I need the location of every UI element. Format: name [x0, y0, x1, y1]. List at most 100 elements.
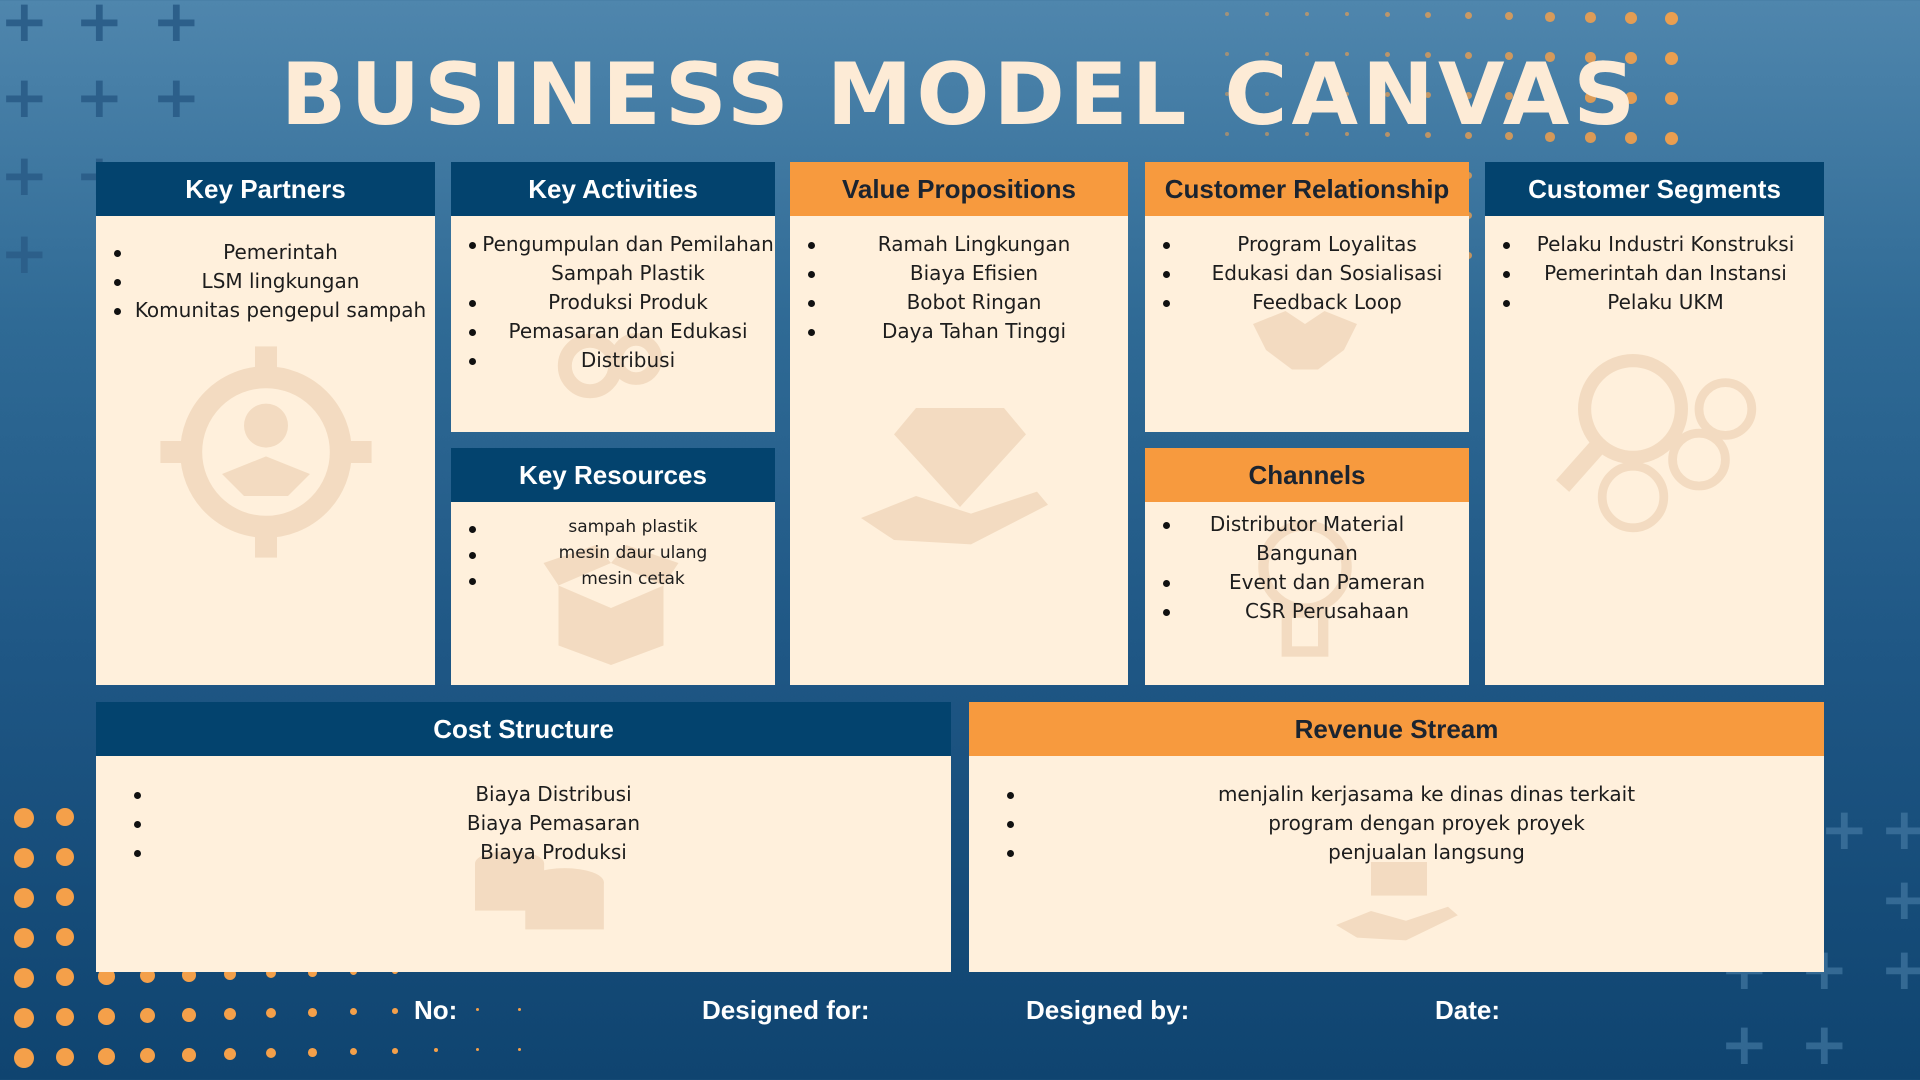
decor-dot: [14, 808, 34, 828]
handshake-gear-icon: [160, 346, 372, 558]
footer-no-label: No:: [414, 995, 458, 1025]
decor-dot: [1345, 52, 1349, 56]
decor-dot: [1465, 52, 1473, 60]
channels-list: Distributor Material Bangunan Event dan …: [1145, 510, 1469, 626]
decor-dot: [14, 1048, 34, 1068]
decor-dot: [266, 968, 277, 979]
decor-dot: [1305, 52, 1309, 56]
customer-relationship-panel: Customer Relationship Program Loyalitas …: [1145, 162, 1469, 432]
decor-dot: [1425, 132, 1432, 139]
decor-dot: [266, 1008, 277, 1019]
decor-dot: [56, 848, 75, 867]
list-item: Pelaku UKM: [1485, 288, 1824, 317]
decor-dot: [1345, 92, 1349, 96]
list-item: program dengan proyek proyek: [969, 809, 1824, 838]
list-item: Biaya Produksi: [96, 838, 951, 867]
money-hand-icon: [1336, 862, 1458, 941]
list-item: LSM lingkungan: [96, 267, 435, 296]
key-resources-list: sampah plastik mesin daur ulang mesin ce…: [451, 514, 775, 592]
list-item: Edukasi dan Sosialisasi: [1145, 259, 1469, 288]
decor-dot: [1225, 12, 1229, 16]
decor-dot: [14, 928, 34, 948]
decor-dot: [1385, 92, 1391, 98]
key-activities-heading: Key Activities: [451, 162, 775, 216]
decor-dot: [1665, 92, 1678, 105]
list-item: Pengumpulan dan Pemilahan Sampah Plastik: [451, 230, 775, 288]
list-item: Pemerintah: [96, 238, 435, 267]
footer-date-label: Date:: [1435, 995, 1501, 1025]
decor-dot: [56, 1048, 75, 1067]
decor-dot: [1545, 12, 1555, 22]
decor-dot: [1465, 132, 1473, 140]
decor-dot: [1305, 92, 1309, 96]
cost-structure-list: Biaya Distribusi Biaya Pemasaran Biaya P…: [96, 780, 951, 867]
decor-dot: [1225, 52, 1229, 56]
decor-dot: [1585, 92, 1596, 103]
decor-dot: [1345, 132, 1349, 136]
key-activities-panel: Key Activities Pengumpulan dan Pemilahan…: [451, 162, 775, 432]
decor-dot: [1585, 12, 1596, 23]
decor-dot: [392, 1008, 398, 1014]
footer-designed-by-label: Designed by:: [1026, 995, 1190, 1025]
list-item: mesin cetak: [451, 566, 775, 592]
list-item: menjalin kerjasama ke dinas dinas terkai…: [969, 780, 1824, 809]
decor-dot: [224, 1048, 236, 1060]
revenue-stream-heading: Revenue Stream: [969, 702, 1824, 756]
list-item: Distributor Material Bangunan: [1145, 510, 1469, 568]
key-partners-list: Pemerintah LSM lingkungan Komunitas peng…: [96, 238, 435, 325]
decor-dot: [98, 1048, 115, 1065]
decor-dot: [266, 1048, 277, 1059]
people-search-icon: [1556, 354, 1757, 533]
value-propositions-list: Ramah Lingkungan Biaya Efisien Bobot Rin…: [790, 230, 1128, 346]
customer-segments-panel: Customer Segments Pelaku Industri Konstr…: [1485, 162, 1824, 685]
channels-heading: Channels: [1145, 448, 1469, 502]
decor-dot: [434, 1048, 438, 1052]
decor-dot: [1425, 12, 1432, 19]
list-item: Biaya Distribusi: [96, 780, 951, 809]
decor-dot: [1465, 12, 1473, 20]
decor-dot: [1585, 52, 1596, 63]
decor-dot: [98, 968, 115, 985]
key-activities-list: Pengumpulan dan Pemilahan Sampah Plastik…: [451, 230, 775, 375]
list-item: Program Loyalitas: [1145, 230, 1469, 259]
decor-dot: [1625, 132, 1637, 144]
decor-dot: [350, 1008, 358, 1016]
decor-dot: [1625, 12, 1637, 24]
customer-segments-list: Pelaku Industri Konstruksi Pemerintah da…: [1485, 230, 1824, 317]
decor-dot: [1505, 12, 1514, 21]
decor-dot: [1265, 132, 1269, 136]
decor-dot: [14, 848, 34, 868]
decor-dot: [434, 1008, 438, 1012]
list-item: Feedback Loop: [1145, 288, 1469, 317]
decor-dot: [182, 1048, 196, 1062]
decor-dot: [56, 808, 75, 827]
decor-dot: [140, 1048, 156, 1064]
key-resources-panel: Key Resources sampah plastik mesin daur …: [451, 448, 775, 685]
decor-dot: [1265, 12, 1269, 16]
channels-panel: Channels Distributor Material Bangunan E…: [1145, 448, 1469, 685]
decor-dot: [308, 1008, 317, 1017]
decor-dot: [56, 968, 75, 987]
decor-dot: [518, 1048, 521, 1051]
handshake-icon: [1253, 311, 1357, 370]
value-propositions-panel: Value Propositions Ramah Lingkungan Biay…: [790, 162, 1128, 685]
customer-segments-heading: Customer Segments: [1485, 162, 1824, 216]
diamond-hand-icon: [861, 408, 1048, 545]
coins-icon: [475, 850, 604, 930]
decor-dot: [1545, 132, 1555, 142]
decor-dot: [1225, 132, 1229, 136]
footer-designed-for-label: Designed for:: [702, 995, 870, 1025]
decor-dot: [1505, 132, 1514, 141]
key-partners-panel: Key Partners Pemerintah LSM lingkungan K…: [96, 162, 435, 685]
key-resources-heading: Key Resources: [451, 448, 775, 502]
key-partners-heading: Key Partners: [96, 162, 435, 216]
decor-dot: [1385, 52, 1391, 58]
decor-dot: [1625, 92, 1637, 104]
list-item: Bobot Ringan: [790, 288, 1128, 317]
decor-dot: [350, 1048, 358, 1056]
list-item: Pelaku Industri Konstruksi: [1485, 230, 1824, 259]
list-item: Event dan Pameran: [1145, 568, 1469, 597]
decor-dot: [1385, 132, 1391, 138]
decor-dot: [140, 1008, 156, 1024]
list-item: Produksi Produk: [451, 288, 775, 317]
